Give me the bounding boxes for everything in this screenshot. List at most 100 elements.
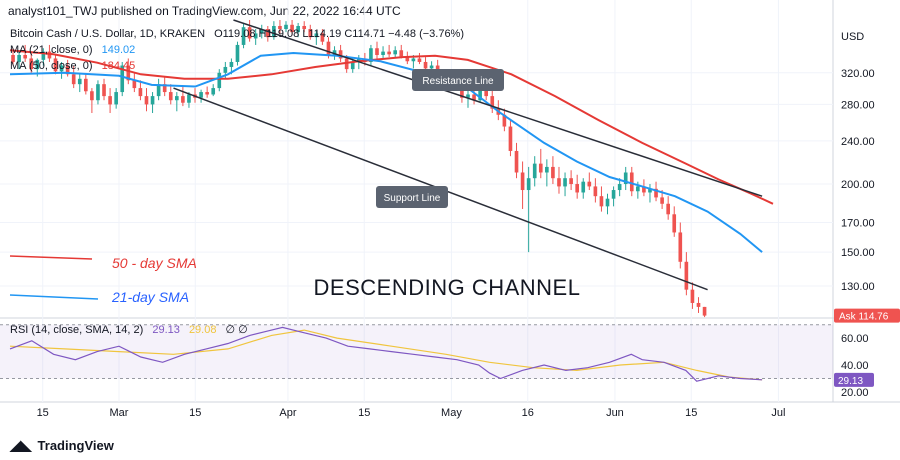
candle-body bbox=[472, 94, 476, 101]
candle-body bbox=[581, 181, 586, 193]
candle-body bbox=[126, 65, 131, 81]
price-tick-label: 170.00 bbox=[841, 217, 875, 229]
candle-body bbox=[666, 203, 670, 215]
candle-body bbox=[617, 184, 622, 191]
brand-label: TradingView bbox=[37, 438, 114, 453]
time-tick-label: May bbox=[441, 407, 462, 419]
candle-body bbox=[150, 96, 155, 105]
sma50-key-line bbox=[9, 255, 93, 260]
candle-body bbox=[599, 196, 604, 207]
time-tick-label: Jul bbox=[771, 407, 785, 419]
candle-body bbox=[235, 44, 240, 62]
candle-body bbox=[605, 198, 610, 207]
rsi-line bbox=[9, 326, 763, 382]
candle-body bbox=[466, 94, 470, 98]
candle-body bbox=[241, 27, 246, 45]
candle-body bbox=[520, 172, 525, 191]
candle-body bbox=[648, 188, 652, 193]
legend-rsi-row[interactable]: RSI (14, close, SMA, 14, 2) 29.13 29.08 … bbox=[10, 323, 248, 336]
candle-body bbox=[120, 65, 125, 93]
candle-body bbox=[417, 58, 422, 62]
candle-body bbox=[532, 163, 537, 179]
candle-body bbox=[296, 25, 300, 33]
candle-body bbox=[253, 33, 258, 39]
rsi-value: 29.13 bbox=[152, 324, 180, 336]
candle-body bbox=[369, 48, 373, 62]
candle-body bbox=[314, 33, 319, 38]
candle-body bbox=[71, 74, 76, 85]
candle-body bbox=[393, 50, 398, 55]
candle-body bbox=[636, 186, 640, 192]
candle-body bbox=[181, 96, 185, 103]
candle-body bbox=[623, 172, 628, 185]
candle-body bbox=[162, 84, 167, 93]
legend-ma50-row[interactable]: MA (50, close, 0) 184.45 bbox=[10, 60, 135, 72]
candle-body bbox=[17, 55, 21, 62]
candle-body bbox=[90, 91, 94, 101]
candle-body bbox=[217, 72, 222, 89]
candle-body bbox=[672, 214, 677, 233]
candle-body bbox=[102, 84, 106, 97]
price-tick-label: 130.00 bbox=[841, 281, 875, 293]
candle-body bbox=[381, 51, 385, 56]
candle-body bbox=[284, 24, 288, 30]
candle-body bbox=[114, 92, 118, 105]
candle-body bbox=[551, 166, 555, 179]
candle-body bbox=[514, 150, 519, 173]
candle-body bbox=[593, 186, 598, 197]
candle-body bbox=[138, 88, 143, 97]
candle-body bbox=[174, 96, 179, 101]
candle-body bbox=[569, 178, 573, 185]
time-tick-label: 15 bbox=[189, 407, 201, 419]
resistance-channel-line bbox=[233, 19, 763, 197]
candle-body bbox=[429, 65, 434, 69]
time-tick-label: Jun bbox=[606, 407, 624, 419]
tradingview-footer[interactable]: ◢◣ TradingView bbox=[10, 437, 114, 454]
candle-body bbox=[29, 58, 34, 70]
price-tick-label: 280.00 bbox=[841, 99, 875, 111]
candle-body bbox=[96, 84, 100, 101]
candle-body bbox=[356, 58, 361, 62]
candle-body bbox=[308, 29, 313, 38]
candle-body bbox=[405, 56, 410, 62]
currency-label: USD bbox=[841, 31, 864, 43]
last-price-tag bbox=[834, 308, 900, 323]
price-tick-label: 150.00 bbox=[841, 247, 875, 259]
candle-body bbox=[696, 302, 701, 307]
ma50-line bbox=[9, 49, 774, 205]
candle-body bbox=[53, 58, 58, 72]
candle-body bbox=[557, 178, 561, 187]
candle-body bbox=[423, 61, 428, 69]
candle-body bbox=[478, 89, 482, 101]
candle-body bbox=[575, 184, 579, 193]
publish-header: analyst101_TWJ published on TradingView.… bbox=[8, 4, 401, 18]
candle-body bbox=[168, 92, 173, 101]
ma21-label: MA (21, close, 0) bbox=[10, 44, 93, 56]
sma21-label: 21-day SMA bbox=[111, 289, 189, 305]
candle-body bbox=[11, 55, 15, 62]
candle-body bbox=[587, 181, 592, 187]
time-tick-label: 15 bbox=[358, 407, 370, 419]
rsi-tick-label: 40.00 bbox=[841, 360, 869, 372]
price-tick-label: 240.00 bbox=[841, 136, 875, 148]
time-tick-label: 15 bbox=[685, 407, 697, 419]
chart-title-annotation: DESCENDING CHANNEL bbox=[314, 275, 581, 300]
candle-body bbox=[229, 61, 234, 67]
ma50-label: MA (50, close, 0) bbox=[10, 60, 93, 72]
candle-body bbox=[502, 114, 507, 127]
candle-body bbox=[545, 166, 549, 173]
candle-body bbox=[59, 65, 64, 72]
rsi-tick-label: 60.00 bbox=[841, 333, 869, 345]
ma21-value: 149.02 bbox=[101, 44, 136, 56]
candle-body bbox=[84, 78, 88, 92]
candle-body bbox=[278, 25, 282, 30]
candle-body bbox=[332, 50, 337, 56]
candle-body bbox=[320, 33, 325, 42]
candle-body bbox=[350, 61, 355, 70]
rsi-tick-label: 20.00 bbox=[841, 387, 869, 399]
candle-body bbox=[132, 80, 137, 89]
candle-body bbox=[684, 261, 689, 290]
legend-ma21-row[interactable]: MA (21, close, 0) 149.02 bbox=[10, 44, 135, 56]
candle-body bbox=[490, 96, 495, 109]
